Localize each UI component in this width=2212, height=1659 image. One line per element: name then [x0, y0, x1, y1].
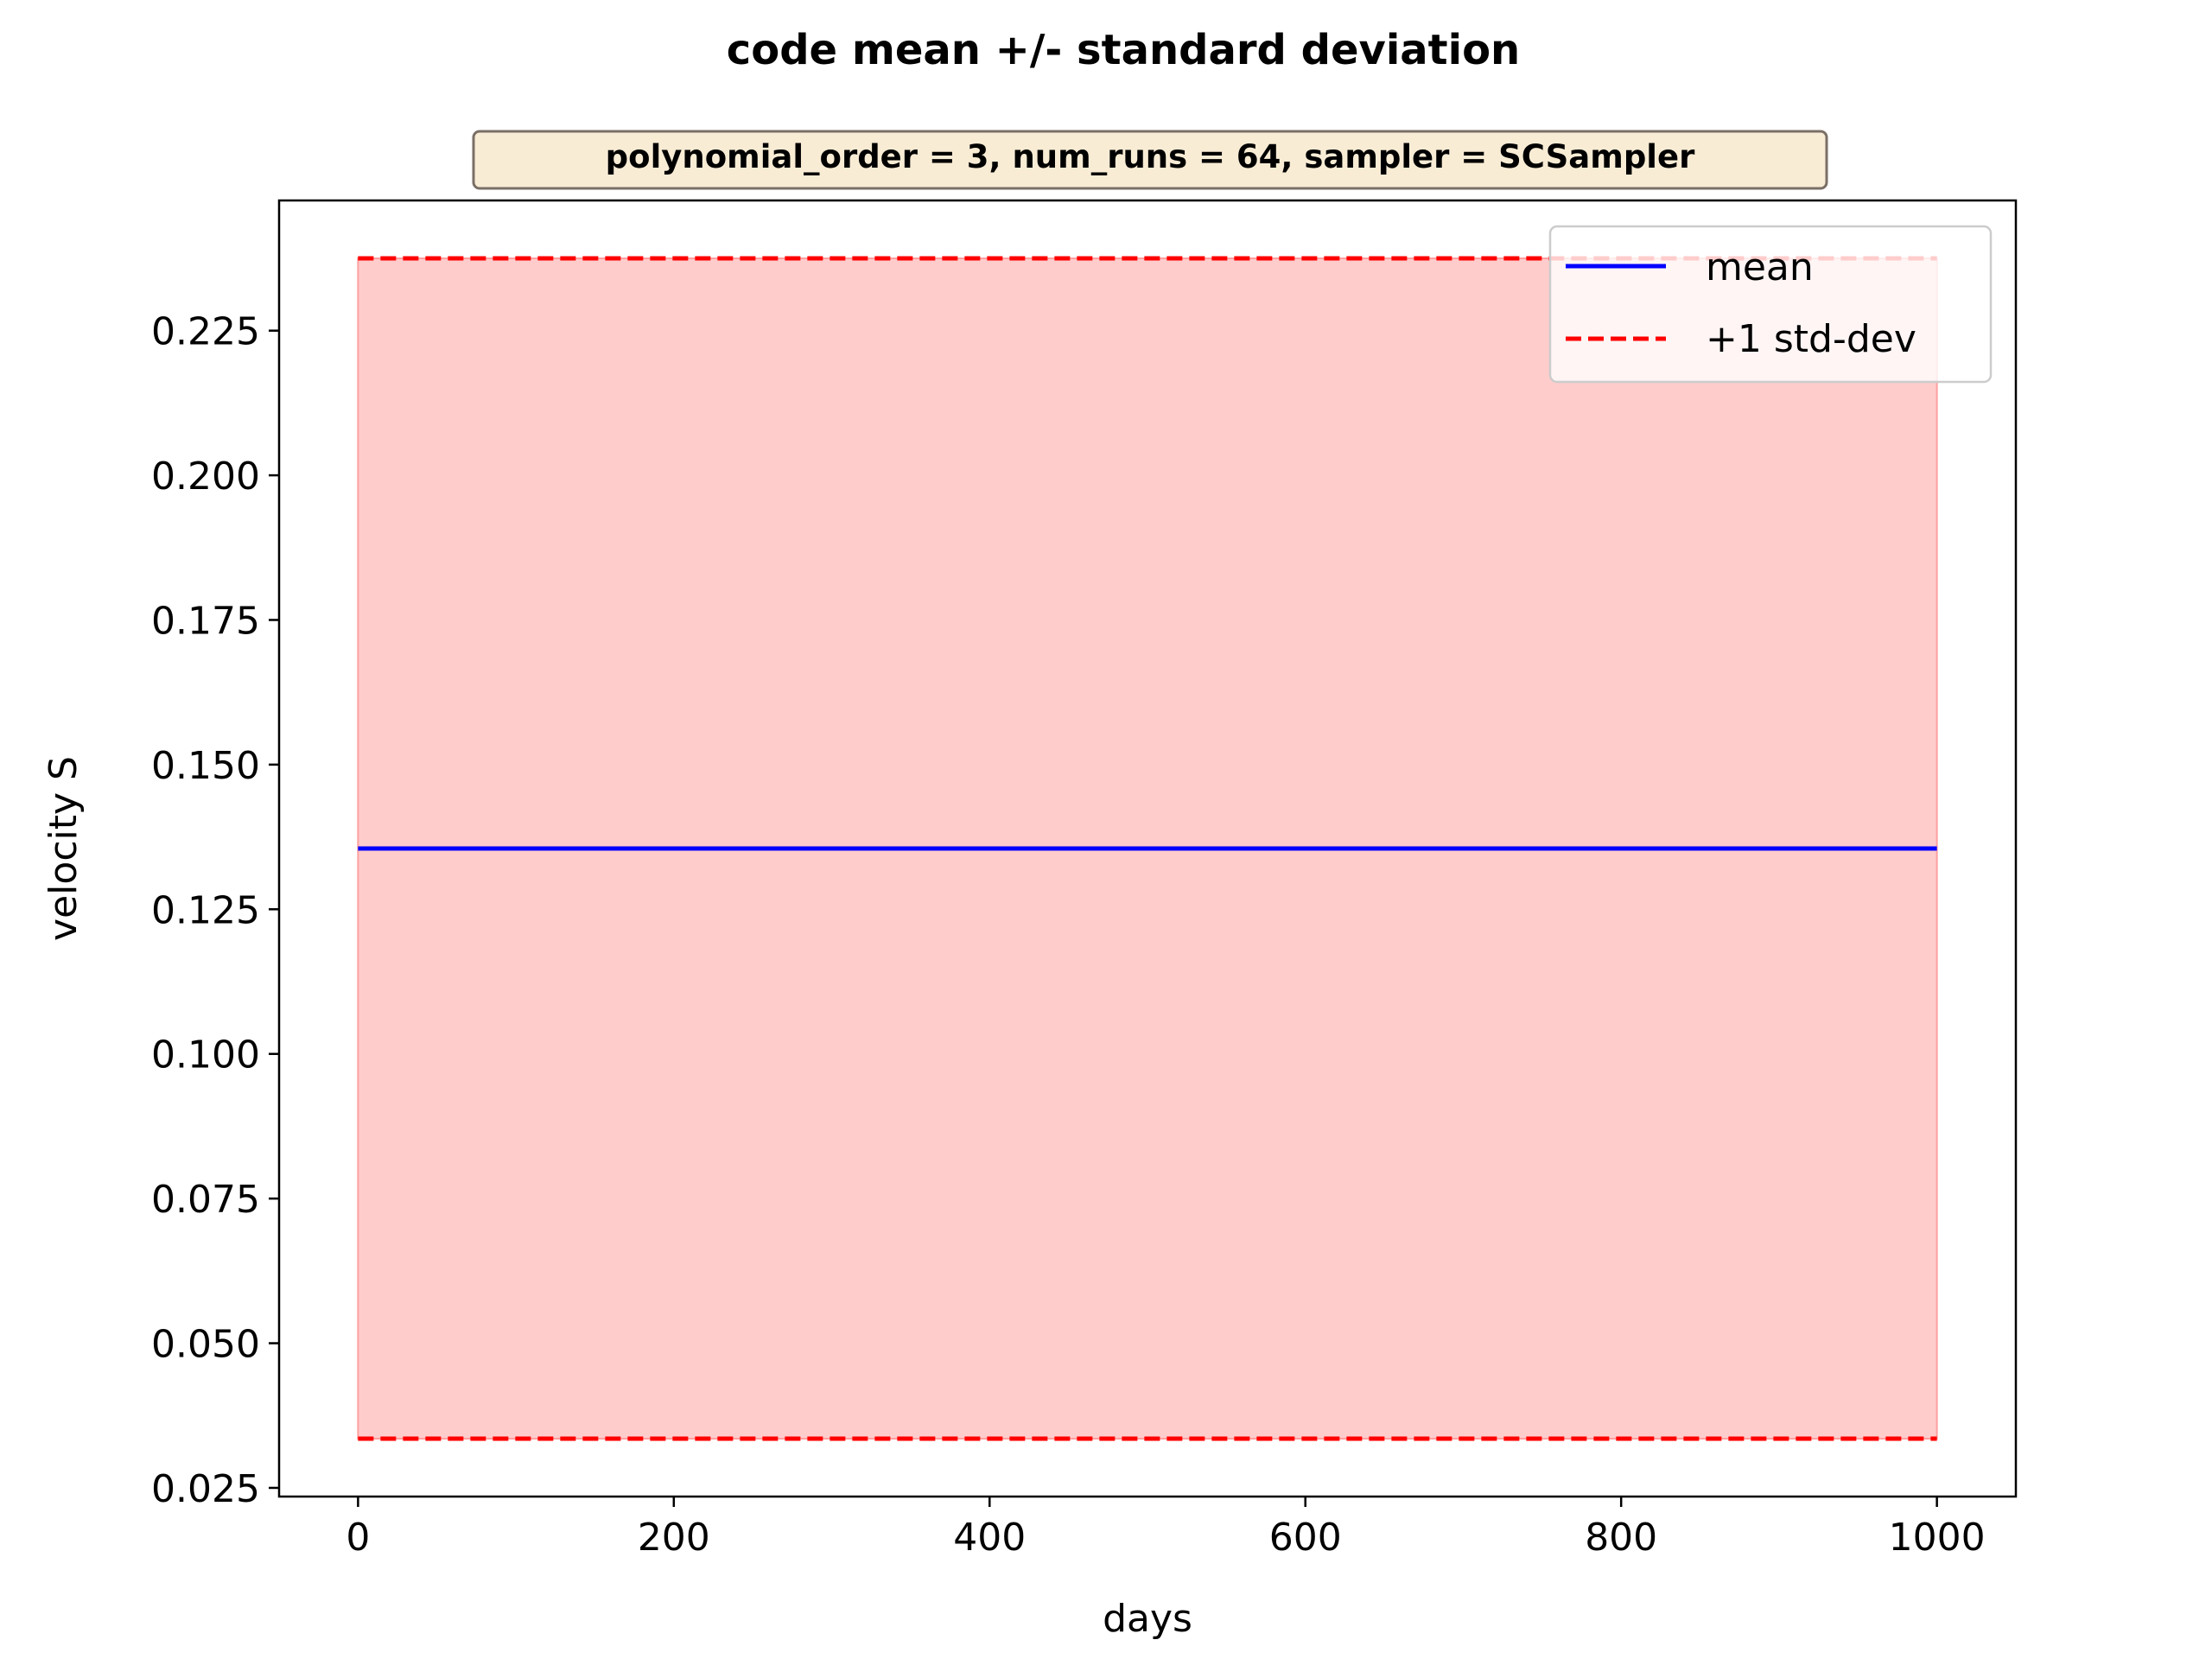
- x-tick-label: 600: [1269, 1516, 1342, 1560]
- x-axis-label: days: [1103, 1597, 1192, 1641]
- x-tick-label: 800: [1585, 1516, 1657, 1560]
- x-axis-ticks: 0 200 400 600 800 1000: [346, 1497, 1986, 1560]
- y-tick-label: 0.200: [151, 454, 260, 499]
- y-tick-label: 0.225: [151, 310, 260, 354]
- y-axis-label: velocity S: [41, 756, 86, 941]
- subtitle-text: polynomial_order = 3, num_runs = 64, sam…: [606, 138, 1695, 175]
- legend-label-mean: mean: [1706, 245, 1814, 289]
- y-tick-label: 0.025: [151, 1467, 260, 1511]
- y-tick-label: 0.175: [151, 599, 260, 643]
- chart-title: code mean +/- standard deviation: [727, 26, 1520, 74]
- y-tick-label: 0.100: [151, 1033, 260, 1077]
- legend-label-std-dev: +1 std-dev: [1706, 317, 1916, 361]
- y-tick-label: 0.150: [151, 744, 260, 788]
- x-tick-label: 0: [346, 1516, 370, 1560]
- plot-area: [277, 199, 2018, 1498]
- plot-frame: [277, 199, 2018, 1498]
- y-tick-label: 0.050: [151, 1323, 260, 1367]
- subtitle-box: polynomial_order = 3, num_runs = 64, sam…: [472, 130, 1828, 190]
- x-tick-label: 200: [638, 1516, 710, 1560]
- legend: mean +1 std-dev: [1548, 225, 1993, 384]
- x-tick-label: 1000: [1889, 1516, 1986, 1560]
- y-tick-label: 0.075: [151, 1178, 260, 1222]
- subtitle-box-frame: [472, 130, 1828, 190]
- y-axis-ticks: 0.025 0.050 0.075 0.100 0.125 0.150 0.175 0.200…: [151, 310, 279, 1511]
- y-tick-label: 0.125: [151, 888, 260, 932]
- x-tick-label: 400: [953, 1516, 1026, 1560]
